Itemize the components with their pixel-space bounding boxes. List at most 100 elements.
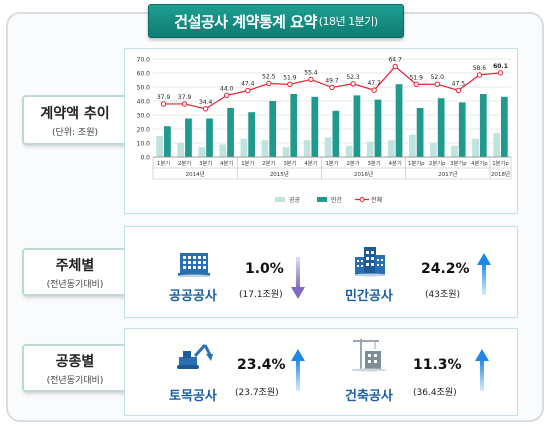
x-tick-label: 3분기p [450,159,467,167]
bar-public [387,140,395,157]
bar-private [332,110,340,157]
y-tick-label: 60.0 [137,71,151,78]
bar-public [156,136,164,157]
bar-private [353,95,361,157]
y-tick-label: 20.0 [137,127,151,134]
arrow-up-icon [291,349,305,391]
data-label: 52.5 [262,74,276,81]
point-total [245,87,251,94]
point-total [476,72,483,78]
bar-public [493,133,500,157]
section-label-trend: 계약액 추이 (단위: 조원) [22,95,128,145]
data-label: 51.9 [410,74,424,81]
metric-civil-pct: 23.4% [237,357,286,373]
data-label: 52.3 [346,74,360,81]
point-total [392,63,398,70]
metric-private-amount: (43조원) [425,290,461,300]
year-group-label: 2016년 [354,170,373,178]
point-total [287,81,293,88]
chart-panel: 0.0 10.0 20.0 30.0 40.0 50.0 60.0 70.0 37.9 37.9 3… [124,48,518,214]
data-label: 58.6 [473,65,487,72]
bar-public [430,143,437,157]
data-label: 55.4 [304,69,318,76]
bar-public [324,137,332,157]
metric-building-amount: (36.4조원) [413,388,457,398]
metric-public: 공공공사 1.0% (17.1조원) [125,227,321,317]
bar-public [451,145,458,157]
bar-private [395,84,403,157]
legend-label: 민간 [331,196,343,204]
x-tick-label: 1분기 [157,159,170,167]
bar-private [269,101,277,157]
bar-public [219,144,227,157]
x-tick-label: 1분기p [408,159,425,167]
page-title: 건설공사 계약통계 요약 (18년 1분기) [148,4,404,38]
x-tick-label: 2분기 [346,159,359,167]
arrow-up-icon [477,253,491,295]
bar-public [472,138,479,157]
x-tick-label: 2분기 [262,159,275,167]
data-label: 47.5 [452,81,466,88]
bar-private [500,96,508,157]
x-tick-label: 2분기 [178,159,191,167]
excavator-icon [177,343,213,369]
point-total [455,87,462,94]
bar-private [248,112,256,157]
bar-private [227,108,234,157]
crane-building-icon [351,339,387,372]
section-label-work: 공종별 (전년동기대비) [22,344,128,392]
bar-public [198,147,206,157]
data-label: 44.0 [220,85,234,92]
metric-civil-amount: (23.7조원) [235,388,279,398]
data-label: 37.9 [178,94,192,101]
point-total [181,101,188,107]
bar-public [345,145,353,157]
bar-public [408,134,416,157]
y-tick-label: 40.0 [137,99,151,106]
data-label: 49.7 [325,77,339,84]
point-total [308,76,314,83]
x-tick-label: 1분기 [241,159,254,167]
contract-trend-chart: 0.0 10.0 20.0 30.0 40.0 50.0 60.0 70.0 37.9 37.9 3… [137,56,512,204]
y-tick-label: 30.0 [137,113,151,120]
metric-building-name: 건축공사 [345,389,393,404]
legend-label: 공공 [289,197,301,204]
point-total [350,81,356,87]
data-label: 47.4 [241,81,255,88]
point-total [413,81,419,88]
point-total [202,106,209,112]
legend-swatch [317,197,327,202]
x-tick-label: 1분기p [492,159,509,167]
title-sub: (18년 1분기) [318,15,378,28]
year-group-label: 2015년 [270,170,289,178]
metric-civil: 토목공사 23.4% (23.7조원) [125,329,321,415]
title-main: 건설공사 계약통계 요약 [174,12,317,31]
metric-public-name: 공공공사 [169,289,217,304]
bar-private [206,118,213,157]
legend-label: 전체 [371,196,382,204]
y-tick-label: 0.0 [140,155,150,162]
data-label: 34.4 [199,99,213,106]
arrow-down-icon [291,257,305,299]
section-subject-title: 주체별 [55,257,95,274]
point-total [434,81,440,87]
point-total [497,70,504,76]
data-label: 64.7 [388,56,402,63]
metric-private: 민간공사 24.2% (43조원) [321,227,517,317]
bar-private [290,94,298,157]
data-label: 37.9 [157,94,171,101]
legend-swatch [359,197,365,202]
metric-private-name: 민간공사 [345,289,393,304]
point-total [224,92,230,99]
section-subject-note: (전년동기대비) [46,279,104,290]
metric-public-amount: (17.1조원) [239,290,283,300]
work-panel: 토목공사 23.4% (23.7조원) 건축공사 11.3% (36.4조원) [124,328,518,416]
x-tick-label: 4분기 [389,159,402,167]
subject-panel: 공공공사 1.0% (17.1조원) 민간공사 24.2% (43조원) [124,226,518,318]
year-group-label: 2018년 [491,170,510,178]
x-tick-label: 2분기p [429,159,446,167]
metric-private-pct: 24.2% [421,261,470,277]
bar-private [479,94,487,157]
legend-swatch [275,197,285,202]
y-tick-label: 70.0 [137,57,151,64]
